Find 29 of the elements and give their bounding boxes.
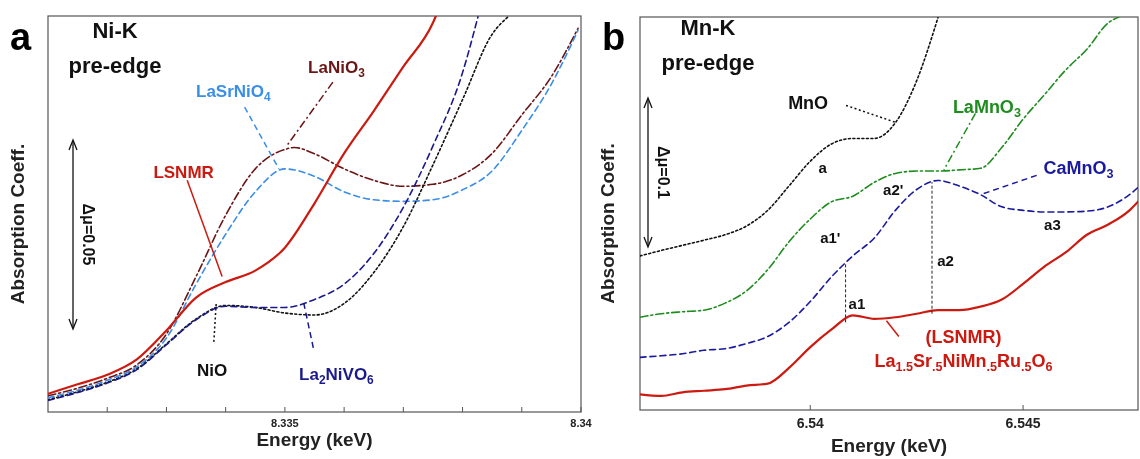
- x-axis-title: Energy (keV): [830, 435, 948, 456]
- x-axis-title: Energy (keV): [256, 429, 373, 450]
- x-tick-label: 6.54: [796, 415, 825, 431]
- text: b: [602, 16, 626, 58]
- y-axis-title: Absorption Coeff.: [597, 143, 618, 304]
- series-label: LaMnO$_{3}$: [952, 97, 1021, 121]
- y-axis-title: Absorption Coeff.: [7, 143, 28, 305]
- text: a: [10, 16, 32, 58]
- text: (LSNMR) La$_{1.5}$Sr$_{.5}$NiMn$_{.5}$Ru$_{.5}$O$_{6}$: [874, 326, 1053, 374]
- text: Mn-K pre-edge: [661, 15, 755, 75]
- legend-label: MnO: [788, 93, 829, 114]
- text: Ni-K pre-edge: [68, 18, 162, 78]
- annotation: Δμ=0.05: [80, 203, 98, 266]
- legend-label: NiO: [196, 361, 228, 381]
- text: LaSrNiO$_{4}$: [196, 82, 272, 104]
- x-tick-label: 8.34: [570, 417, 593, 429]
- series-label: CaMnO$_{3}$: [1043, 158, 1114, 182]
- x-tick-label: 6.545: [1005, 415, 1041, 431]
- text: LaNiO$_{3}$: [308, 58, 366, 81]
- annotation: a3: [1044, 215, 1061, 233]
- annotation: a2: [937, 251, 954, 269]
- annotation: a1: [848, 294, 866, 312]
- annotation: a2': [883, 180, 904, 198]
- text: La$_{2}$NiVO$_{6}$: [299, 365, 375, 387]
- annotation: Δμ=0.1: [655, 146, 673, 200]
- x-tick-label: 8.335: [271, 417, 299, 429]
- annotation: a: [818, 158, 828, 176]
- text: LSNMR: [153, 163, 214, 183]
- annotation: a1': [820, 229, 841, 247]
